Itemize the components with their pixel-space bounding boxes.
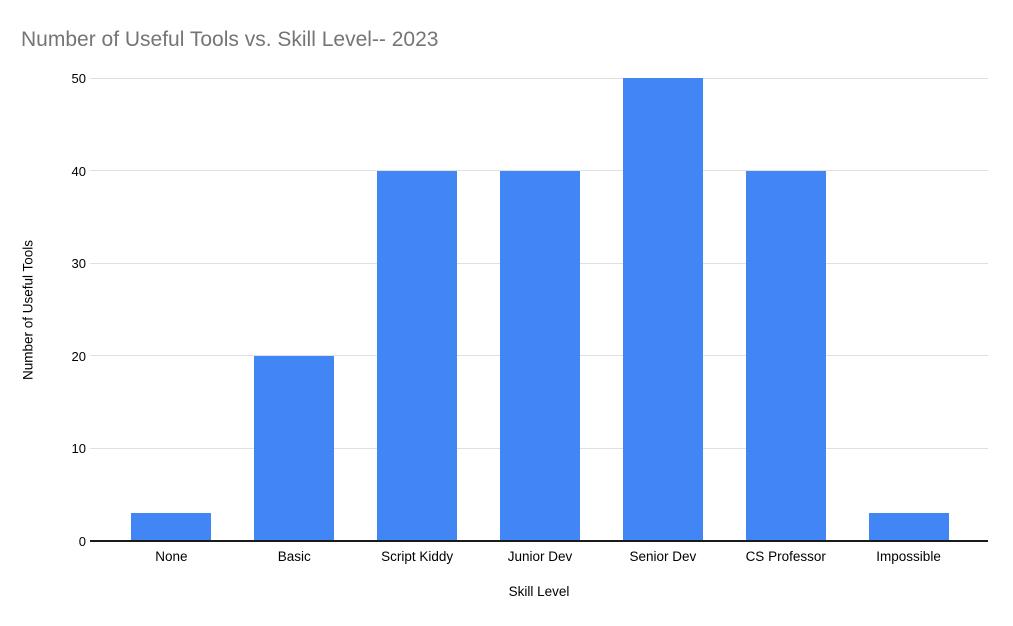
x-tick-label: Basic (277, 549, 311, 564)
bar[interactable] (500, 170, 580, 541)
x-tick-label: CS Professor (745, 549, 826, 564)
x-tick-label: Senior Dev (629, 549, 697, 564)
y-tick-label: 40 (71, 163, 86, 179)
bar[interactable] (377, 170, 458, 541)
x-tick-label: Script Kiddy (381, 549, 454, 564)
y-tick-label: 20 (71, 348, 86, 364)
bar[interactable] (131, 513, 212, 541)
y-tick-label: 30 (71, 256, 86, 272)
x-tick-label: None (155, 549, 188, 564)
bar[interactable] (622, 78, 703, 541)
y-tick-label: 0 (78, 534, 86, 549)
y-tick-label: 10 (71, 441, 86, 457)
gridline (90, 77, 988, 79)
x-tick-label: Junior Dev (507, 549, 573, 564)
chart-title: Number of Useful Tools vs. Skill Level--… (21, 28, 439, 51)
bar[interactable] (254, 355, 335, 541)
bar[interactable] (868, 513, 949, 541)
x-axis-line (90, 540, 988, 542)
x-tick-label: Impossible (876, 549, 941, 564)
y-tick-label: 50 (71, 71, 86, 86)
x-axis-title: Skill Level (508, 584, 570, 599)
bar[interactable] (745, 170, 826, 541)
